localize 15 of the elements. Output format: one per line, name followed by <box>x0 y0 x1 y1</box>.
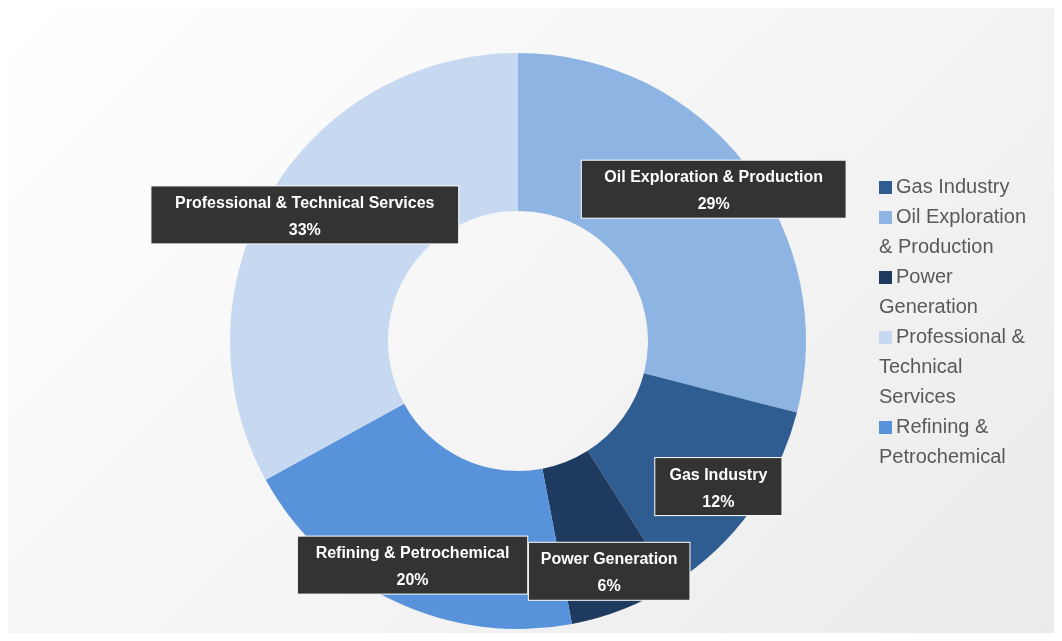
slice-label: Oil Exploration & Production <box>604 168 824 186</box>
legend-label: Gas Industry <box>896 174 1010 197</box>
legend-label: Refining & Petrochemical <box>879 414 1006 467</box>
legend-label: Professional & Technical Services <box>879 324 1025 407</box>
data-label: 33% <box>288 220 321 238</box>
slice-label: Power Generation <box>540 550 678 568</box>
data-label: 20% <box>396 571 429 589</box>
data-label: 12% <box>702 492 735 510</box>
slice-label: Gas Industry <box>669 465 768 483</box>
data-label: 6% <box>597 577 621 595</box>
data-label: 29% <box>697 195 730 213</box>
legend-label: Power Generation <box>879 264 978 317</box>
slice-label: Professional & Technical Services <box>175 193 435 211</box>
slice-label: Refining & Petrochemical <box>315 544 510 562</box>
legend-label: Oil Exploration & Production <box>879 204 1027 257</box>
